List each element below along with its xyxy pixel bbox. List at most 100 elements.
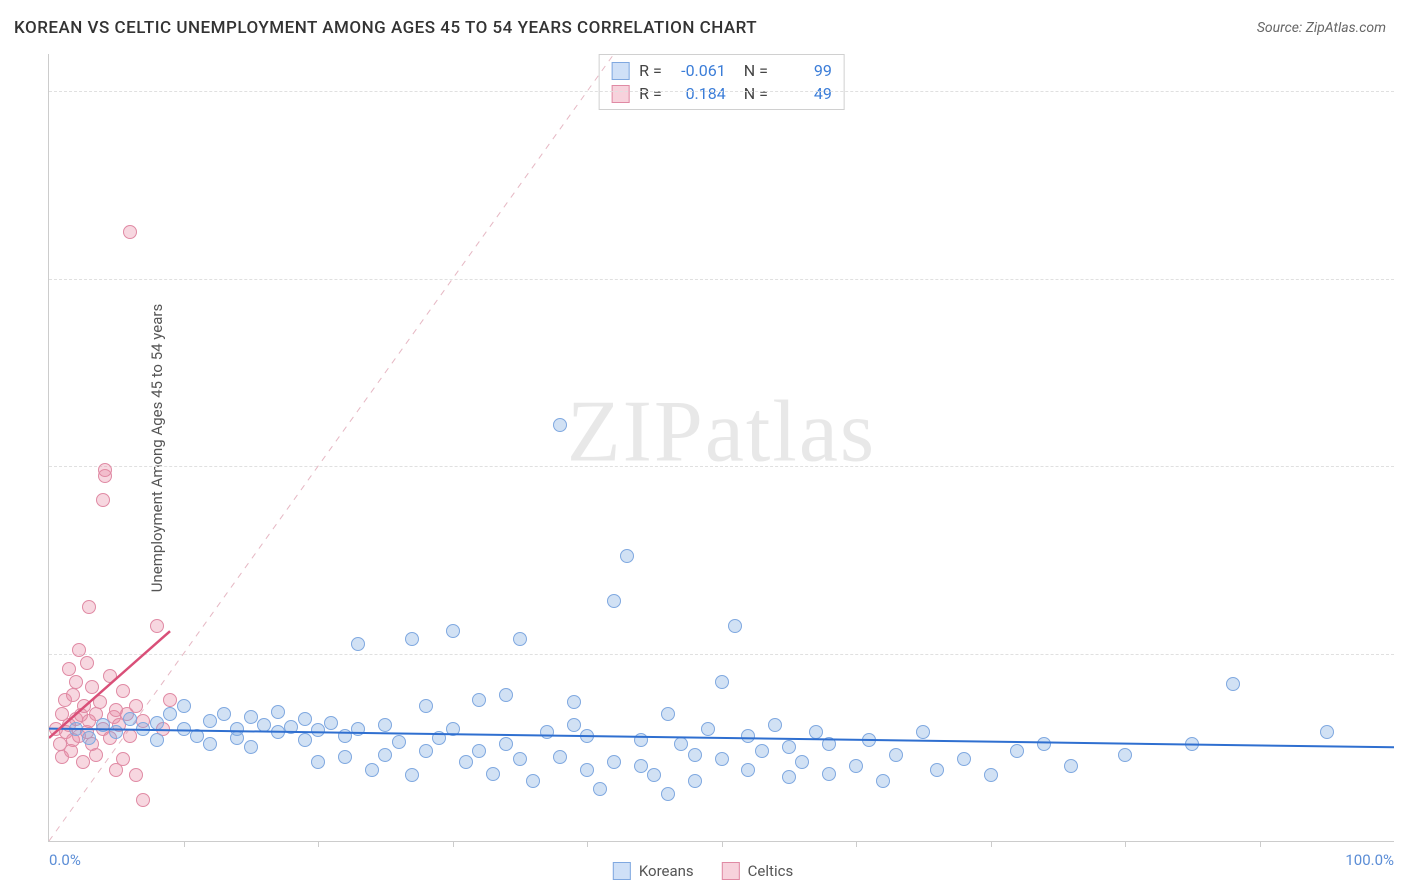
point-koreans [298, 733, 312, 747]
x-tick [1260, 841, 1261, 847]
point-koreans [177, 722, 191, 736]
point-koreans [419, 699, 433, 713]
point-celtics [62, 662, 76, 676]
point-koreans [795, 755, 809, 769]
stat-n-value-koreans: 99 [778, 61, 832, 80]
legend-swatch-celtics [722, 862, 740, 880]
point-koreans [984, 768, 998, 782]
point-koreans [862, 733, 876, 747]
point-koreans [244, 710, 258, 724]
legend-item-koreans: Koreans [613, 862, 694, 880]
point-koreans [365, 763, 379, 777]
point-koreans [338, 729, 352, 743]
stat-r-label: R = [639, 61, 662, 80]
point-koreans [916, 725, 930, 739]
point-koreans [109, 725, 123, 739]
point-koreans [69, 722, 83, 736]
point-koreans [1226, 677, 1240, 691]
point-celtics [98, 463, 112, 477]
point-koreans [674, 737, 688, 751]
point-koreans [661, 707, 675, 721]
point-koreans [217, 707, 231, 721]
point-koreans [647, 768, 661, 782]
point-celtics [72, 643, 86, 657]
point-koreans [634, 733, 648, 747]
point-koreans [446, 722, 460, 736]
point-koreans [203, 714, 217, 728]
point-koreans [82, 731, 96, 745]
stats-row-koreans: R = -0.061 N = 99 [611, 59, 832, 82]
point-koreans [351, 637, 365, 651]
point-koreans [701, 722, 715, 736]
point-koreans [392, 735, 406, 749]
stat-n-label: N = [736, 84, 768, 103]
legend-item-celtics: Celtics [722, 862, 794, 880]
point-koreans [311, 723, 325, 737]
point-koreans [150, 716, 164, 730]
point-koreans [567, 695, 581, 709]
point-koreans [311, 755, 325, 769]
point-koreans [432, 731, 446, 745]
point-koreans [728, 619, 742, 633]
source-attribution: Source: ZipAtlas.com [1257, 20, 1386, 36]
point-koreans [620, 549, 634, 563]
point-koreans [688, 774, 702, 788]
point-koreans [715, 675, 729, 689]
point-koreans [741, 729, 755, 743]
point-koreans [849, 759, 863, 773]
point-celtics [85, 680, 99, 694]
point-celtics [93, 695, 107, 709]
point-koreans [472, 744, 486, 758]
point-koreans [123, 712, 137, 726]
point-koreans [1118, 748, 1132, 762]
point-koreans [553, 418, 567, 432]
point-koreans [499, 737, 513, 751]
x-tick [856, 841, 857, 847]
point-koreans [96, 718, 110, 732]
point-koreans [1037, 737, 1051, 751]
point-koreans [486, 767, 500, 781]
point-koreans [540, 725, 554, 739]
point-koreans [957, 752, 971, 766]
point-koreans [190, 729, 204, 743]
point-celtics [129, 699, 143, 713]
chart-container: ZIPatlas Unemployment Among Ages 45 to 5… [48, 54, 1394, 842]
point-koreans [715, 752, 729, 766]
point-koreans [405, 632, 419, 646]
gridline-h [49, 91, 1394, 92]
point-koreans [513, 752, 527, 766]
point-koreans [526, 774, 540, 788]
point-celtics [123, 225, 137, 239]
plot-area: ZIPatlas Unemployment Among Ages 45 to 5… [48, 54, 1394, 842]
point-celtics [82, 600, 96, 614]
point-koreans [419, 744, 433, 758]
x-tick [991, 841, 992, 847]
stat-n-label: N = [736, 61, 768, 80]
stat-n-value-celtics: 49 [778, 84, 832, 103]
legend-label-celtics: Celtics [748, 862, 794, 880]
gridline-h [49, 279, 1394, 280]
point-celtics [150, 619, 164, 633]
stat-r-value-celtics: 0.184 [672, 84, 726, 103]
stat-r-value-koreans: -0.061 [672, 61, 726, 80]
point-koreans [446, 624, 460, 638]
bottom-legend: Koreans Celtics [613, 862, 793, 880]
point-celtics [69, 675, 83, 689]
point-koreans [271, 705, 285, 719]
x-tick [1125, 841, 1126, 847]
point-celtics [116, 684, 130, 698]
point-koreans [136, 722, 150, 736]
point-koreans [741, 763, 755, 777]
chart-title: KOREAN VS CELTIC UNEMPLOYMENT AMONG AGES… [14, 18, 757, 38]
point-koreans [150, 733, 164, 747]
point-koreans [1185, 737, 1199, 751]
point-koreans [930, 763, 944, 777]
x-tick [453, 841, 454, 847]
point-koreans [378, 718, 392, 732]
point-celtics [66, 688, 80, 702]
point-koreans [809, 725, 823, 739]
point-koreans [459, 755, 473, 769]
stats-row-celtics: R = 0.184 N = 49 [611, 82, 832, 105]
point-koreans [499, 688, 513, 702]
point-koreans [284, 720, 298, 734]
